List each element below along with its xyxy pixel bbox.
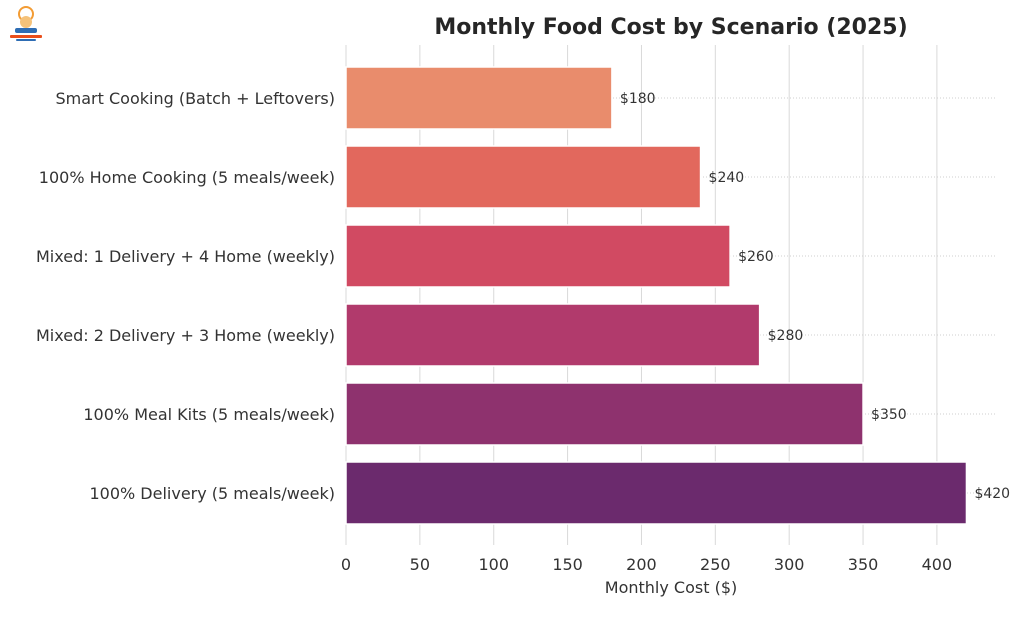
- category-label: Mixed: 2 Delivery + 3 Home (weekly): [36, 326, 335, 345]
- bar-value-label: $350: [871, 407, 907, 423]
- bar: [345, 382, 864, 446]
- x-axis-label: Monthly Cost ($): [605, 578, 737, 597]
- x-tick-label: 250: [700, 555, 731, 574]
- chef-logo-icon: [10, 6, 42, 41]
- bar: [345, 66, 613, 130]
- category-labels: Smart Cooking (Batch + Leftovers) 100% Ho…: [36, 89, 335, 503]
- bar: [345, 461, 968, 525]
- x-tick-label: 50: [410, 555, 430, 574]
- x-tick-label: 300: [774, 555, 805, 574]
- category-label: Smart Cooking (Batch + Leftovers): [56, 89, 336, 108]
- bars: [345, 66, 968, 525]
- bar-value-label: $180: [620, 91, 656, 107]
- category-label: 100% Home Cooking (5 meals/week): [39, 168, 335, 187]
- category-label: 100% Meal Kits (5 meals/week): [83, 405, 335, 424]
- bar: [345, 145, 702, 209]
- x-tick-label: 100: [478, 555, 509, 574]
- bar-value-label: $280: [768, 328, 804, 344]
- x-tick-label: 200: [626, 555, 657, 574]
- category-label: Mixed: 1 Delivery + 4 Home (weekly): [36, 247, 335, 266]
- bar-value-label: $260: [738, 249, 774, 265]
- bar: [345, 224, 731, 288]
- site-logo: [6, 4, 46, 44]
- x-tick-label: 150: [552, 555, 583, 574]
- x-tick-labels: 0 50 100 150 200 250 300 350 400: [341, 555, 952, 574]
- x-tick-label: 0: [341, 555, 351, 574]
- bar: [345, 303, 761, 367]
- chart-title: Monthly Food Cost by Scenario (2025): [434, 15, 907, 40]
- category-label: 100% Delivery (5 meals/week): [89, 484, 335, 503]
- bar-value-label: $420: [974, 486, 1010, 502]
- value-labels: $180 $240 $260 $280 $350 $420: [620, 91, 1010, 502]
- x-tick-label: 350: [848, 555, 879, 574]
- x-tick-label: 400: [922, 555, 953, 574]
- bar-value-label: $240: [709, 170, 745, 186]
